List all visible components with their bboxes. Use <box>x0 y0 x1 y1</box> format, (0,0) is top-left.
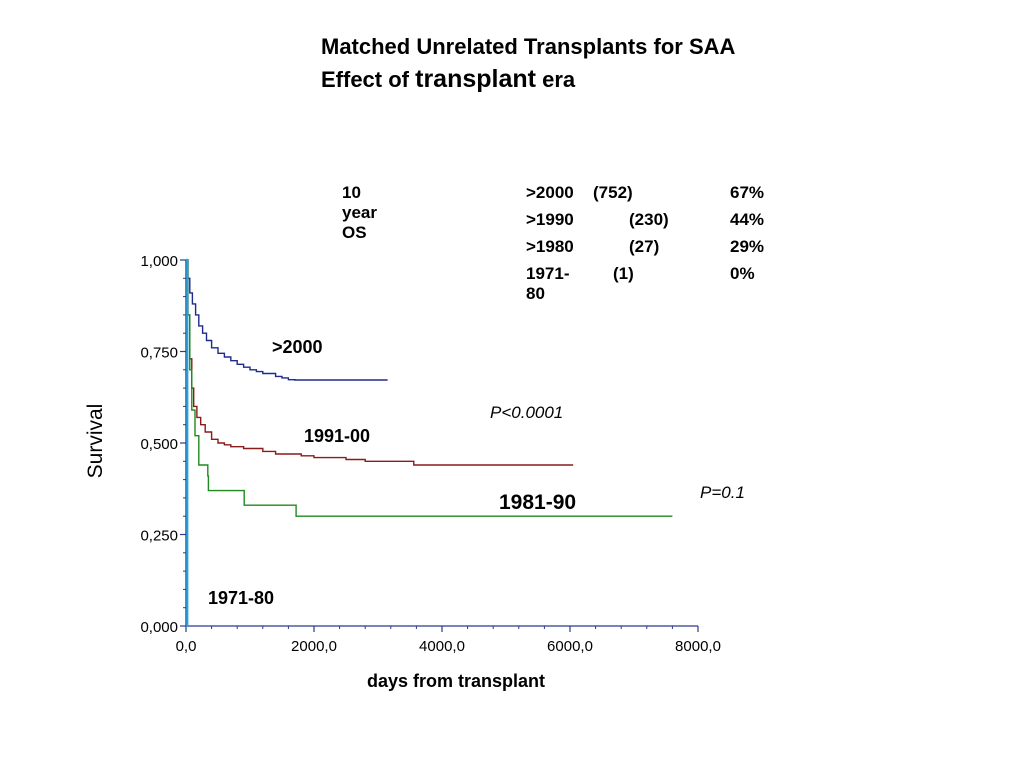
title-line2-emph: transplant <box>415 65 536 93</box>
chart-axes: 0,000 0,250 0,500 0,750 1,000 0,0 2000,0 4000,0… <box>140 253 720 655</box>
series-label-1981: 1981-90 <box>499 491 576 514</box>
os-row-era: >1980 <box>526 237 574 256</box>
x-tick-label: 4000,0 <box>419 638 465 655</box>
chart-series <box>186 258 673 628</box>
chart-labels: Survival days from transplant >2000 1991… <box>84 337 745 691</box>
p-value-annotation: P=0.1 <box>700 483 745 502</box>
os-row-era: >1990 <box>526 210 574 229</box>
p-value-annotation: P<0.0001 <box>490 403 563 422</box>
os-row-n: (230) <box>629 210 669 229</box>
x-tick-label: 2000,0 <box>291 638 337 655</box>
series-line-1991-00 <box>186 259 574 466</box>
series-line-1981-90 <box>186 259 673 517</box>
os-row-n: (752) <box>593 183 633 202</box>
series-label-2000: >2000 <box>272 337 323 357</box>
os-table-header: 10 year OS <box>342 183 377 242</box>
series-label-1971: 1971-80 <box>208 588 274 608</box>
os-row-era: >2000 <box>526 183 574 202</box>
y-tick-label: 0,250 <box>140 528 178 545</box>
os-row-pct: 29% <box>730 237 765 256</box>
x-tick-label: 0,0 <box>176 638 197 655</box>
title-line2-suffix: era <box>535 67 576 92</box>
os-row-pct: 0% <box>730 264 755 283</box>
y-tick-label: 1,000 <box>140 253 178 270</box>
title-line2-prefix: Effect of <box>321 67 416 92</box>
series-label-1991: 1991-00 <box>304 426 370 446</box>
os-row-n: (27) <box>629 237 660 256</box>
y-axis-title: Survival <box>84 404 107 479</box>
chart-title: Matched Unrelated Transplants for SAA Ef… <box>321 30 735 96</box>
series-line-1971-80 <box>186 258 189 628</box>
os-row-pct: 44% <box>730 210 765 229</box>
x-axis-title: days from transplant <box>367 671 545 691</box>
y-tick-label: 0,000 <box>140 619 178 636</box>
x-tick-label: 8000,0 <box>675 638 721 655</box>
y-tick-label: 0,500 <box>140 436 178 453</box>
series-line-2000 <box>186 259 388 381</box>
y-tick-label: 0,750 <box>140 345 178 362</box>
os-row-n: (1) <box>613 264 634 283</box>
os-row-era: 1971-80 <box>526 264 570 303</box>
os-row-pct: 67% <box>730 183 765 202</box>
x-tick-label: 6000,0 <box>547 638 593 655</box>
title-line1: Matched Unrelated Transplants for SAA <box>321 34 736 59</box>
